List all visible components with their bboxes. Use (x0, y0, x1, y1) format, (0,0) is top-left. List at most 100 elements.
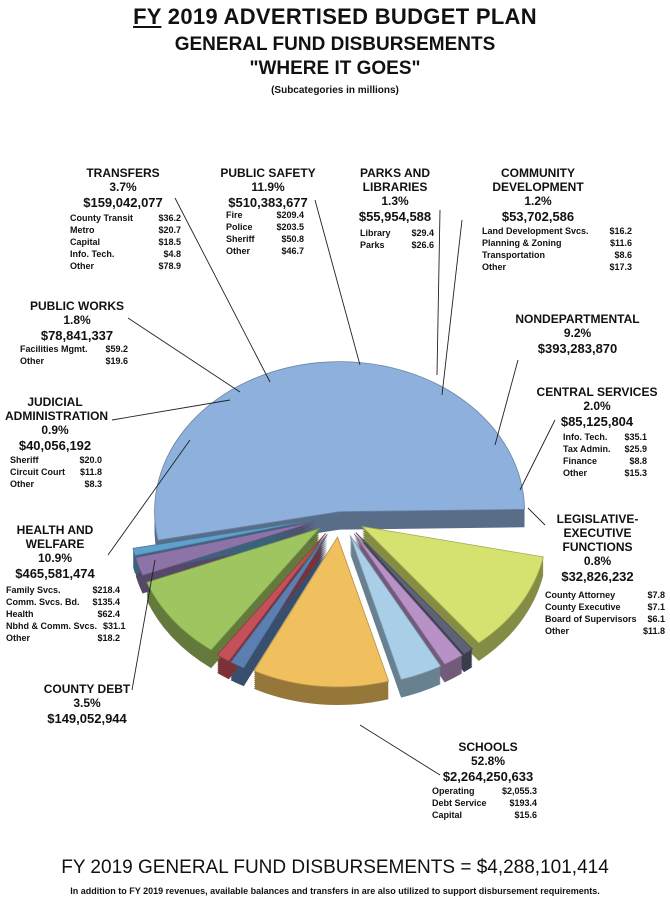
subcategory-amount: $25.9 (624, 444, 647, 454)
subcategory-row: Capital $18.5 (70, 236, 181, 248)
subcategory-name: Comm. Svcs. Bd. (6, 597, 80, 607)
sub-central-services: Info. Tech. $35.1 Tax Admin. $25.9 Finance $8… (563, 431, 647, 479)
footnote: In addition to FY 2019 revenues, availab… (70, 886, 600, 896)
subcategory-row: County Executive $7.1 (545, 601, 665, 613)
sub-judicial-administration: Sheriff $20.0 Circuit Court $11.8 Other $8.3 (10, 454, 102, 490)
pie-slice (361, 525, 544, 644)
pie-slice (253, 536, 390, 688)
subcategory-name: Other (226, 246, 251, 256)
subcategory-amount: $8.8 (629, 456, 647, 466)
subcategory-row: Planning & Zoning $11.6 (482, 237, 632, 249)
leader-line (127, 317, 241, 393)
label-legislative-executive: LEGISLATIVE-EXECUTIVE FUNCTIONS 0.8% $32… (556, 512, 639, 584)
label-health-welfare: HEALTH AND WELFARE 10.9% $465,581,474 (15, 523, 95, 581)
pie-slice (349, 535, 442, 681)
sub-health-welfare: Family Svcs. $218.4 Comm. Svcs. Bd. $135.4 H… (6, 584, 126, 644)
subcategory-amount: $59.2 (105, 344, 128, 354)
subcategory-name: Transportation (482, 250, 546, 260)
sub-public-safety: Fire $209.4 Police $203.5 Sheriff $50.8 Other $… (226, 209, 304, 257)
subcategory-name: Family Svcs. (6, 585, 61, 595)
subcategory-amount: $26.6 (411, 240, 434, 250)
subcategory-row: Board of Supervisors $6.1 (545, 613, 665, 625)
subcategory-row: Other $78.9 (70, 260, 181, 272)
subcategory-name: Nbhd & Comm. Svcs. (6, 621, 98, 631)
subcategory-row: Family Svcs. $218.4 (6, 584, 120, 596)
subcategory-name: Sheriff (226, 234, 255, 244)
subcategory-row: Other $15.3 (563, 467, 647, 479)
subcategory-row: County Transit $36.2 (70, 212, 181, 224)
subcategory-amount: $7.1 (647, 602, 665, 612)
subcategory-amount: $135.4 (92, 597, 120, 607)
subcategory-row: Tax Admin. $25.9 (563, 443, 647, 455)
subcategory-name: County Executive (545, 602, 621, 612)
subcategory-amount: $11.8 (642, 626, 665, 636)
subcategory-name: County Transit (70, 213, 134, 223)
chart-subtitle-quote: "WHERE IT GOES" (249, 58, 421, 79)
label-community-development: COMMUNITY DEVELOPMENT 1.2% $53,702,586 (492, 166, 584, 224)
subcategory-amount: $2,055.3 (501, 786, 537, 796)
label-parks-libraries: PARKS AND LIBRARIES 1.3% $55,954,588 (358, 166, 432, 224)
subcategory-amount: $15.3 (624, 468, 647, 478)
subcategory-row: Fire $209.4 (226, 209, 304, 221)
subcategory-row: Info. Tech. $35.1 (563, 431, 647, 443)
leader-line (494, 359, 519, 446)
subcategory-name: Land Development Svcs. (482, 226, 589, 236)
pie-slice (216, 533, 326, 662)
subcategory-amount: $8.3 (84, 479, 102, 489)
label-public-safety: PUBLIC SAFETY 11.9% $510,383,677 (220, 166, 316, 210)
subcategory-name: Parks (360, 240, 385, 250)
leader-line (174, 197, 271, 383)
subcategory-amount: $62.4 (97, 609, 120, 619)
sub-parks-libraries: Library $29.4 Parks $26.6 (360, 227, 434, 251)
leader-line (527, 507, 546, 526)
label-schools: SCHOOLS 52.8% $2,264,250,633 (442, 740, 534, 784)
sub-community-development: Land Development Svcs. $16.2 Planning & Zo… (482, 225, 632, 273)
subcategory-row: Other $18.2 (6, 632, 120, 644)
subcategory-amount: $218.4 (92, 585, 120, 595)
subcategory-name: Info. Tech. (563, 432, 608, 442)
chart-subtitle: GENERAL FUND DISBURSEMENTS (174, 34, 496, 55)
subcategory-row: Operating $2,055.3 (432, 785, 537, 797)
subcategory-row: Comm. Svcs. Bd. $135.4 (6, 596, 120, 608)
subcategory-name: Operating (432, 786, 475, 796)
subcategory-name: Other (70, 261, 95, 271)
label-public-works: PUBLIC WORKS 1.8% $78,841,337 (30, 299, 124, 343)
subcategory-amount: $11.6 (609, 238, 632, 248)
sub-schools: Operating $2,055.3 Debt Service $193.4 Capit… (432, 785, 537, 821)
subcategory-row: Health $62.4 (6, 608, 120, 620)
subcategory-row: County Attorney $7.8 (545, 589, 665, 601)
subcategory-name: Planning & Zoning (482, 238, 562, 248)
pie-slice (132, 519, 315, 557)
subcategory-amount: $78.9 (158, 261, 181, 271)
sub-public-works: Facilities Mgmt. $59.2 Other $19.6 (20, 343, 128, 367)
pie-slice (146, 527, 321, 651)
subcategory-name: County Attorney (545, 590, 616, 600)
leader-line (107, 439, 191, 556)
leader-line (519, 419, 556, 491)
subcategory-name: Facilities Mgmt. (20, 344, 88, 354)
subcategory-name: Other (20, 356, 45, 366)
subcategory-name: Library (360, 228, 391, 238)
subcategory-amount: $18.2 (97, 633, 120, 643)
subcategory-row: Sheriff $50.8 (226, 233, 304, 245)
subcategory-row: Metro $20.7 (70, 224, 181, 236)
subcategory-name: Other (10, 479, 35, 489)
subcategory-name: Info. Tech. (70, 249, 115, 259)
subcategory-name: Circuit Court (10, 467, 65, 477)
subcategory-name: Other (563, 468, 588, 478)
subcategory-amount: $46.7 (281, 246, 304, 256)
subcategory-amount: $18.5 (158, 237, 181, 247)
pie-slice (154, 361, 525, 541)
subcategory-name: Capital (432, 810, 463, 820)
leader-line (441, 219, 463, 396)
subcategory-row: Info. Tech. $4.8 (70, 248, 181, 260)
leader-line (314, 199, 361, 366)
subcategory-name: Board of Supervisors (545, 614, 637, 624)
subcategory-amount: $31.1 (103, 621, 126, 631)
subcategory-row: Library $29.4 (360, 227, 434, 239)
subcategory-amount: $4.8 (163, 249, 181, 259)
sub-transfers: County Transit $36.2 Metro $20.7 Capital $18.… (70, 212, 181, 272)
subcategory-row: Other $46.7 (226, 245, 304, 257)
subcategory-name: Other (6, 633, 31, 643)
